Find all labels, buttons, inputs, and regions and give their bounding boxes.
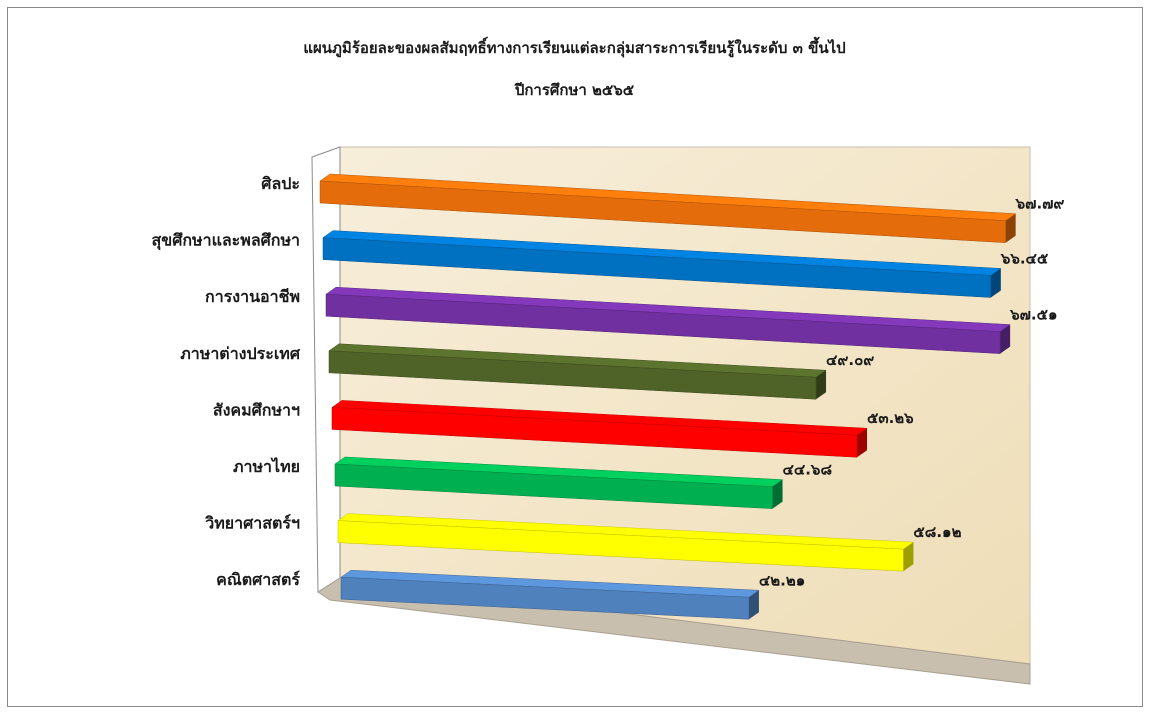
bar [337, 520, 904, 572]
data-label: ๔๔.๖๘ [783, 461, 833, 479]
data-label: ๕๓.๒๖ [867, 409, 914, 427]
bar-end-face [990, 268, 1001, 298]
bar-end-face [816, 370, 827, 400]
bar-end-face [1005, 213, 1016, 243]
bar-marks [319, 173, 1017, 620]
category-label: ศิลปะ [261, 174, 300, 193]
bar [319, 180, 1006, 243]
category-label: ภาษาต่างประเทศ [180, 344, 301, 363]
data-label: ๖๗.๕๑ [1009, 306, 1057, 324]
category-label: สังคมศึกษาฯ [213, 400, 300, 419]
bar-end-face [772, 479, 783, 509]
data-label: ๔๒.๒๑ [759, 571, 805, 589]
category-label: คณิตศาสตร์ [216, 570, 300, 589]
chart-title: แผนภูมิร้อยละของผลสัมฤทธิ์ทางการเรียนแต่… [303, 39, 846, 57]
data-label: ๖๖.๔๕ [1000, 249, 1049, 267]
category-label: สุขศึกษาและพลศึกษา [151, 231, 300, 251]
bar [322, 237, 992, 298]
bar [328, 350, 817, 400]
bar-end-face [1000, 324, 1011, 354]
bar [325, 293, 1001, 354]
category-label: ภาษาไทย [233, 457, 300, 476]
bar-end-face [903, 542, 914, 572]
chart-labels: ศิลปะ๖๗.๗๙สุขศึกษาและพลศึกษา๖๖.๔๕การงานอ… [151, 174, 1064, 589]
bar [340, 576, 750, 620]
chart-subtitle: ปีการศึกษา ๒๕๖๕ [514, 81, 635, 99]
bar-end-face [856, 428, 867, 458]
category-label: การงานอาชีพ [205, 287, 300, 306]
bar [331, 407, 858, 458]
data-label: ๔๙.๐๙ [826, 351, 874, 369]
category-label: วิทยาศาสตร์ฯ [204, 514, 300, 533]
data-label: ๕๘.๑๒ [913, 523, 961, 541]
data-label: ๖๗.๗๙ [1015, 195, 1065, 213]
bar [334, 463, 773, 509]
bar-end-face [748, 590, 759, 620]
